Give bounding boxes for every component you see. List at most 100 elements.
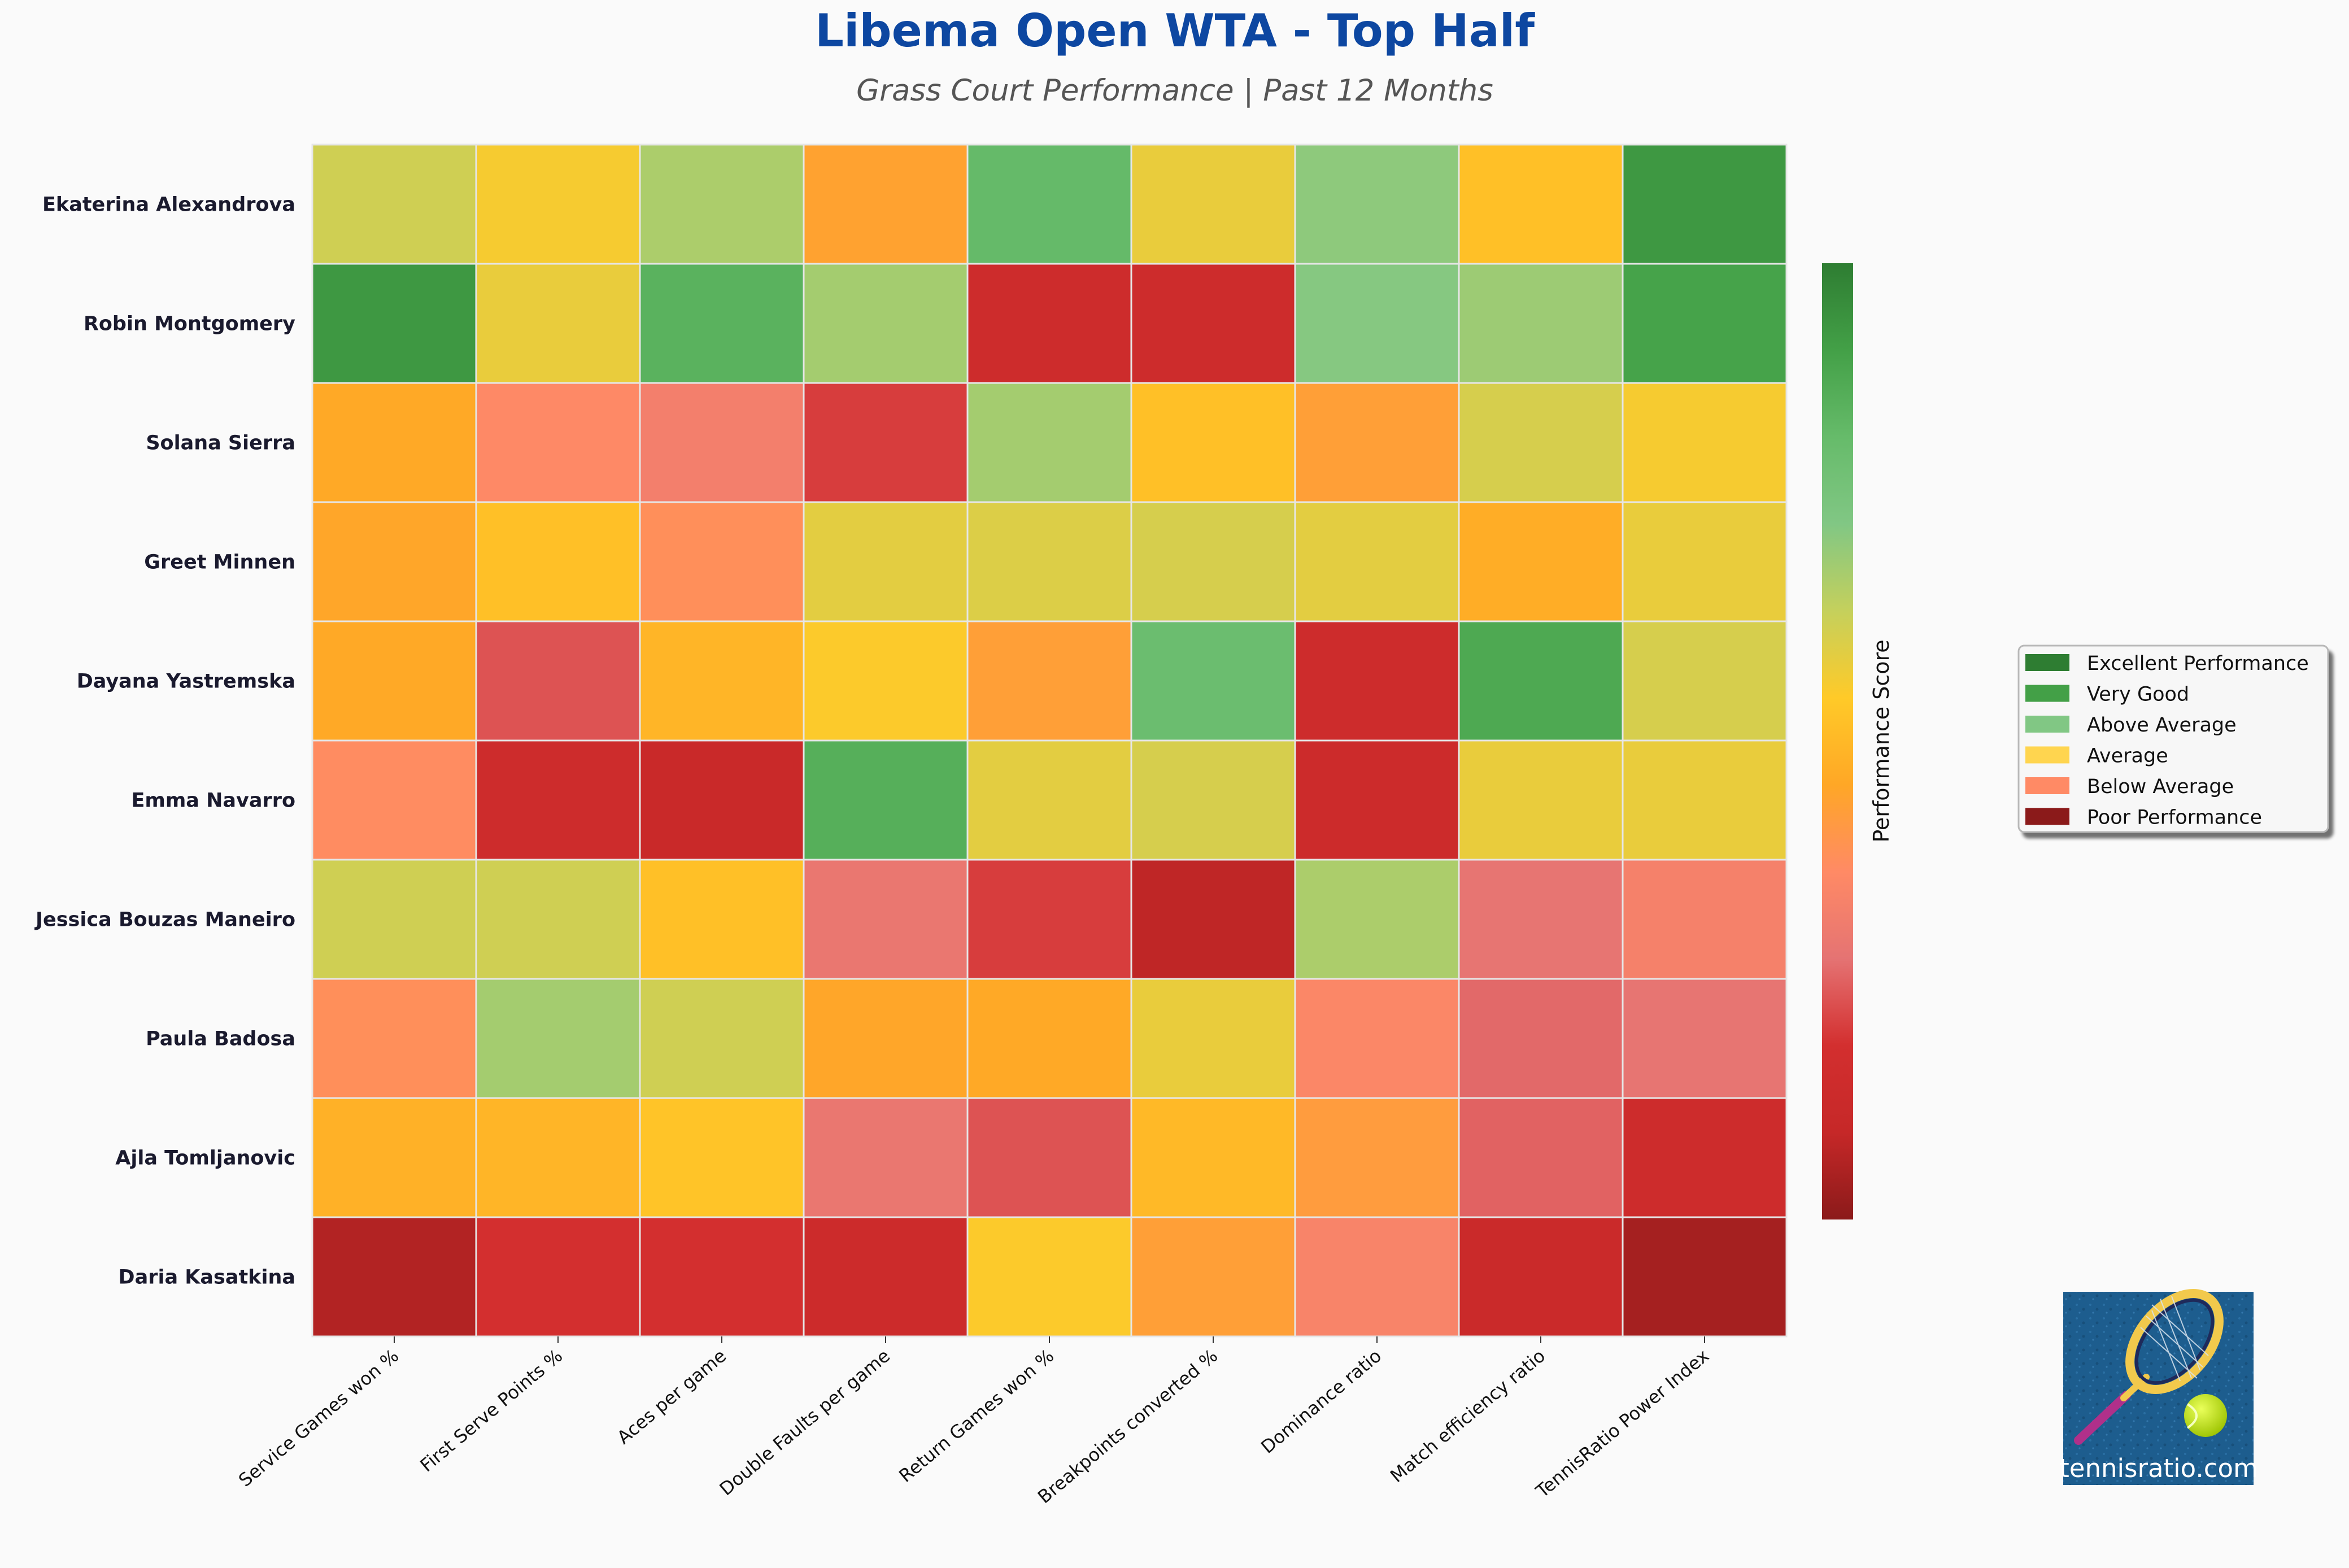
legend-swatch — [2025, 746, 2069, 764]
heatmap-cell-paula-badosa-return-games-won — [966, 978, 1132, 1099]
heatmap-cell-robin-montgomery-breakpoints-converted — [1130, 263, 1296, 384]
row-label: Paula Badosa — [146, 1028, 295, 1051]
heatmap-cell-robin-montgomery-match-efficiency-ratio — [1458, 263, 1624, 384]
column-label: Aces per game — [613, 1345, 730, 1448]
column-label: TennisRatio Power Index — [1531, 1345, 1713, 1502]
heatmap-cell-jessica-bouzas-maneiro-dominance-ratio — [1294, 859, 1460, 980]
colorbar: Performance Score — [1822, 263, 1894, 1219]
heatmap-cell-jessica-bouzas-maneiro-double-faults-per-game — [803, 859, 969, 980]
heatmap-cell-jessica-bouzas-maneiro-tennisratio-power-index — [1622, 859, 1788, 980]
heatmap-cell-ekaterina-alexandrova-dominance-ratio — [1294, 143, 1460, 265]
row-label: Daria Kasatkina — [119, 1266, 295, 1289]
row-label: Jessica Bouzas Maneiro — [34, 909, 295, 931]
row-label: Dayana Yastremska — [77, 670, 295, 693]
heatmap-cell-jessica-bouzas-maneiro-service-games-won — [311, 859, 477, 980]
heatmap-cell-greet-minnen-first-serve-points — [475, 501, 641, 622]
legend — [2017, 644, 2329, 833]
heatmap-cell-ajla-tomljanovic-service-games-won — [311, 1097, 477, 1218]
heatmap-cell-ekaterina-alexandrova-return-games-won — [966, 143, 1132, 265]
heatmap-cell-paula-badosa-aces-per-game — [639, 978, 805, 1099]
logo-text: tennisratio.com — [2059, 1453, 2258, 1483]
row-label: Emma Navarro — [131, 790, 295, 812]
heatmap-cell-ekaterina-alexandrova-double-faults-per-game — [803, 143, 969, 265]
heatmap-cell-emma-navarro-double-faults-per-game — [803, 739, 969, 861]
heatmap-cell-paula-badosa-breakpoints-converted — [1130, 978, 1296, 1099]
heatmap-cell-daria-kasatkina-service-games-won — [311, 1216, 477, 1338]
heatmap-cell-ajla-tomljanovic-breakpoints-converted — [1130, 1097, 1296, 1218]
heatmap-cell-paula-badosa-tennisratio-power-index — [1622, 978, 1788, 1099]
heatmap-cell-solana-sierra-match-efficiency-ratio — [1458, 382, 1624, 503]
heatmap-cell-robin-montgomery-service-games-won — [311, 263, 477, 384]
heatmap-cell-solana-sierra-service-games-won — [311, 382, 477, 503]
column-label: Service Games won % — [234, 1345, 403, 1491]
heatmap-cell-ajla-tomljanovic-tennisratio-power-index — [1622, 1097, 1788, 1218]
chart-title: Libema Open WTA - Top Half — [815, 5, 1535, 57]
heatmap-cell-ekaterina-alexandrova-tennisratio-power-index — [1622, 143, 1788, 265]
heatmap-cell-solana-sierra-dominance-ratio — [1294, 382, 1460, 503]
heatmap-cell-solana-sierra-return-games-won — [966, 382, 1132, 503]
heatmap-cell-solana-sierra-tennisratio-power-index — [1622, 382, 1788, 503]
legend-swatch — [2025, 716, 2069, 733]
heatmap-cell-dayana-yastremska-match-efficiency-ratio — [1458, 620, 1624, 742]
heatmap-cell-ajla-tomljanovic-return-games-won — [966, 1097, 1132, 1218]
heatmap-cell-dayana-yastremska-double-faults-per-game — [803, 620, 969, 742]
column-label: Breakpoints converted % — [1034, 1345, 1222, 1508]
tennis-ball-icon — [2184, 1394, 2227, 1437]
heatmap-cell-paula-badosa-service-games-won — [311, 978, 477, 1099]
tennisratio-logo: tennisratio.com — [2059, 1289, 2258, 1485]
heatmap-cell-emma-navarro-service-games-won — [311, 739, 477, 861]
legend-items: Excellent Performance Very Good Above Aver… — [2025, 652, 2309, 829]
heatmap-cell-ekaterina-alexandrova-first-serve-points — [475, 143, 641, 265]
heatmap-cell-paula-badosa-dominance-ratio — [1294, 978, 1460, 1099]
legend-label: Average — [2087, 745, 2168, 768]
heatmap-cell-greet-minnen-dominance-ratio — [1294, 501, 1460, 622]
heatmap-cells — [311, 143, 1788, 1338]
heatmap-cell-greet-minnen-tennisratio-power-index — [1622, 501, 1788, 622]
heatmap-cell-emma-navarro-match-efficiency-ratio — [1458, 739, 1624, 861]
legend-label: Above Average — [2087, 714, 2237, 737]
row-label: Ekaterina Alexandrova — [42, 194, 295, 216]
heatmap-cell-daria-kasatkina-tennisratio-power-index — [1622, 1216, 1788, 1338]
column-label: Return Games won % — [895, 1345, 1058, 1487]
heatmap-cell-greet-minnen-return-games-won — [966, 501, 1132, 622]
heatmap-cell-ajla-tomljanovic-double-faults-per-game — [803, 1097, 969, 1218]
row-label: Solana Sierra — [146, 432, 295, 455]
heatmap-cell-dayana-yastremska-aces-per-game — [639, 620, 805, 742]
heatmap-cell-ekaterina-alexandrova-service-games-won — [311, 143, 477, 265]
row-label: Ajla Tomljanovic — [115, 1147, 295, 1170]
heatmap-cell-robin-montgomery-first-serve-points — [475, 263, 641, 384]
column-label: Double Faults per game — [716, 1345, 895, 1500]
heatmap-cell-robin-montgomery-return-games-won — [966, 263, 1132, 384]
legend-box — [2017, 644, 2329, 833]
heatmap-cell-emma-navarro-aces-per-game — [639, 739, 805, 861]
legend-label: Below Average — [2087, 776, 2234, 798]
heatmap-cell-daria-kasatkina-return-games-won — [966, 1216, 1132, 1338]
row-label: Greet Minnen — [144, 551, 295, 574]
heatmap-cell-daria-kasatkina-aces-per-game — [639, 1216, 805, 1338]
heatmap-cell-daria-kasatkina-double-faults-per-game — [803, 1216, 969, 1338]
heatmap-cell-ekaterina-alexandrova-aces-per-game — [639, 143, 805, 265]
heatmap-cell-jessica-bouzas-maneiro-return-games-won — [966, 859, 1132, 980]
heatmap-cell-daria-kasatkina-match-efficiency-ratio — [1458, 1216, 1624, 1338]
colorbar-label: Performance Score — [1869, 639, 1894, 842]
heatmap-cell-dayana-yastremska-service-games-won — [311, 620, 477, 742]
heatmap-cell-ajla-tomljanovic-dominance-ratio — [1294, 1097, 1460, 1218]
heatmap-cell-paula-badosa-first-serve-points — [475, 978, 641, 1099]
heatmap-cell-ekaterina-alexandrova-breakpoints-converted — [1130, 143, 1296, 265]
column-label: Dominance ratio — [1257, 1345, 1385, 1458]
heatmap-cell-emma-navarro-dominance-ratio — [1294, 739, 1460, 861]
legend-label: Poor Performance — [2087, 807, 2262, 829]
heatmap-cell-robin-montgomery-double-faults-per-game — [803, 263, 969, 384]
heatmap-cell-robin-montgomery-aces-per-game — [639, 263, 805, 384]
legend-swatch — [2025, 654, 2069, 671]
heatmap-cell-emma-navarro-first-serve-points — [475, 739, 641, 861]
heatmap-cell-emma-navarro-return-games-won — [966, 739, 1132, 861]
heatmap-cell-solana-sierra-aces-per-game — [639, 382, 805, 503]
heatmap-cell-paula-badosa-double-faults-per-game — [803, 978, 969, 1099]
legend-swatch — [2025, 685, 2069, 702]
legend-label: Excellent Performance — [2087, 652, 2309, 675]
heatmap-cell-greet-minnen-breakpoints-converted — [1130, 501, 1296, 622]
heatmap-cell-dayana-yastremska-return-games-won — [966, 620, 1132, 742]
heatmap-cell-jessica-bouzas-maneiro-breakpoints-converted — [1130, 859, 1296, 980]
